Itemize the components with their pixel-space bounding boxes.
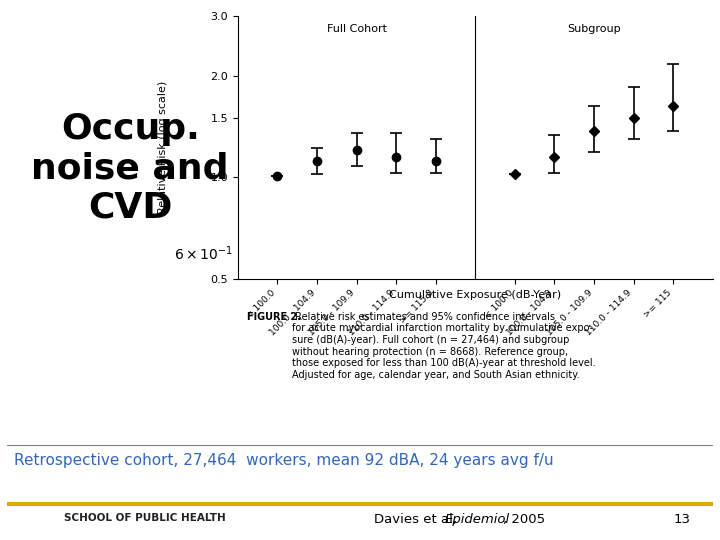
Text: , 2005: , 2005 — [503, 514, 544, 526]
Text: Subgroup: Subgroup — [567, 24, 621, 33]
Y-axis label: Relative Risk (log scale): Relative Risk (log scale) — [158, 81, 168, 214]
Text: Epidemiol: Epidemiol — [445, 514, 510, 526]
Text: Cumulative Exposure (dB-Year): Cumulative Exposure (dB-Year) — [390, 290, 562, 300]
Text: Occup.
noise and
CVD: Occup. noise and CVD — [32, 112, 229, 225]
Text: Retrospective cohort, 27,464  workers, mean 92 dBA, 24 years avg f/u: Retrospective cohort, 27,464 workers, me… — [14, 453, 554, 468]
Text: Full Cohort: Full Cohort — [326, 24, 387, 33]
Text: Relative risk estimates and 95% confidence intervals
for acute myocardial infarc: Relative risk estimates and 95% confiden… — [292, 312, 596, 380]
Text: SCHOOL OF PUBLIC HEALTH: SCHOOL OF PUBLIC HEALTH — [63, 514, 225, 523]
Text: FIGURE 2.: FIGURE 2. — [247, 312, 301, 322]
Text: 13: 13 — [674, 514, 691, 526]
Text: Davies et al,: Davies et al, — [374, 514, 462, 526]
